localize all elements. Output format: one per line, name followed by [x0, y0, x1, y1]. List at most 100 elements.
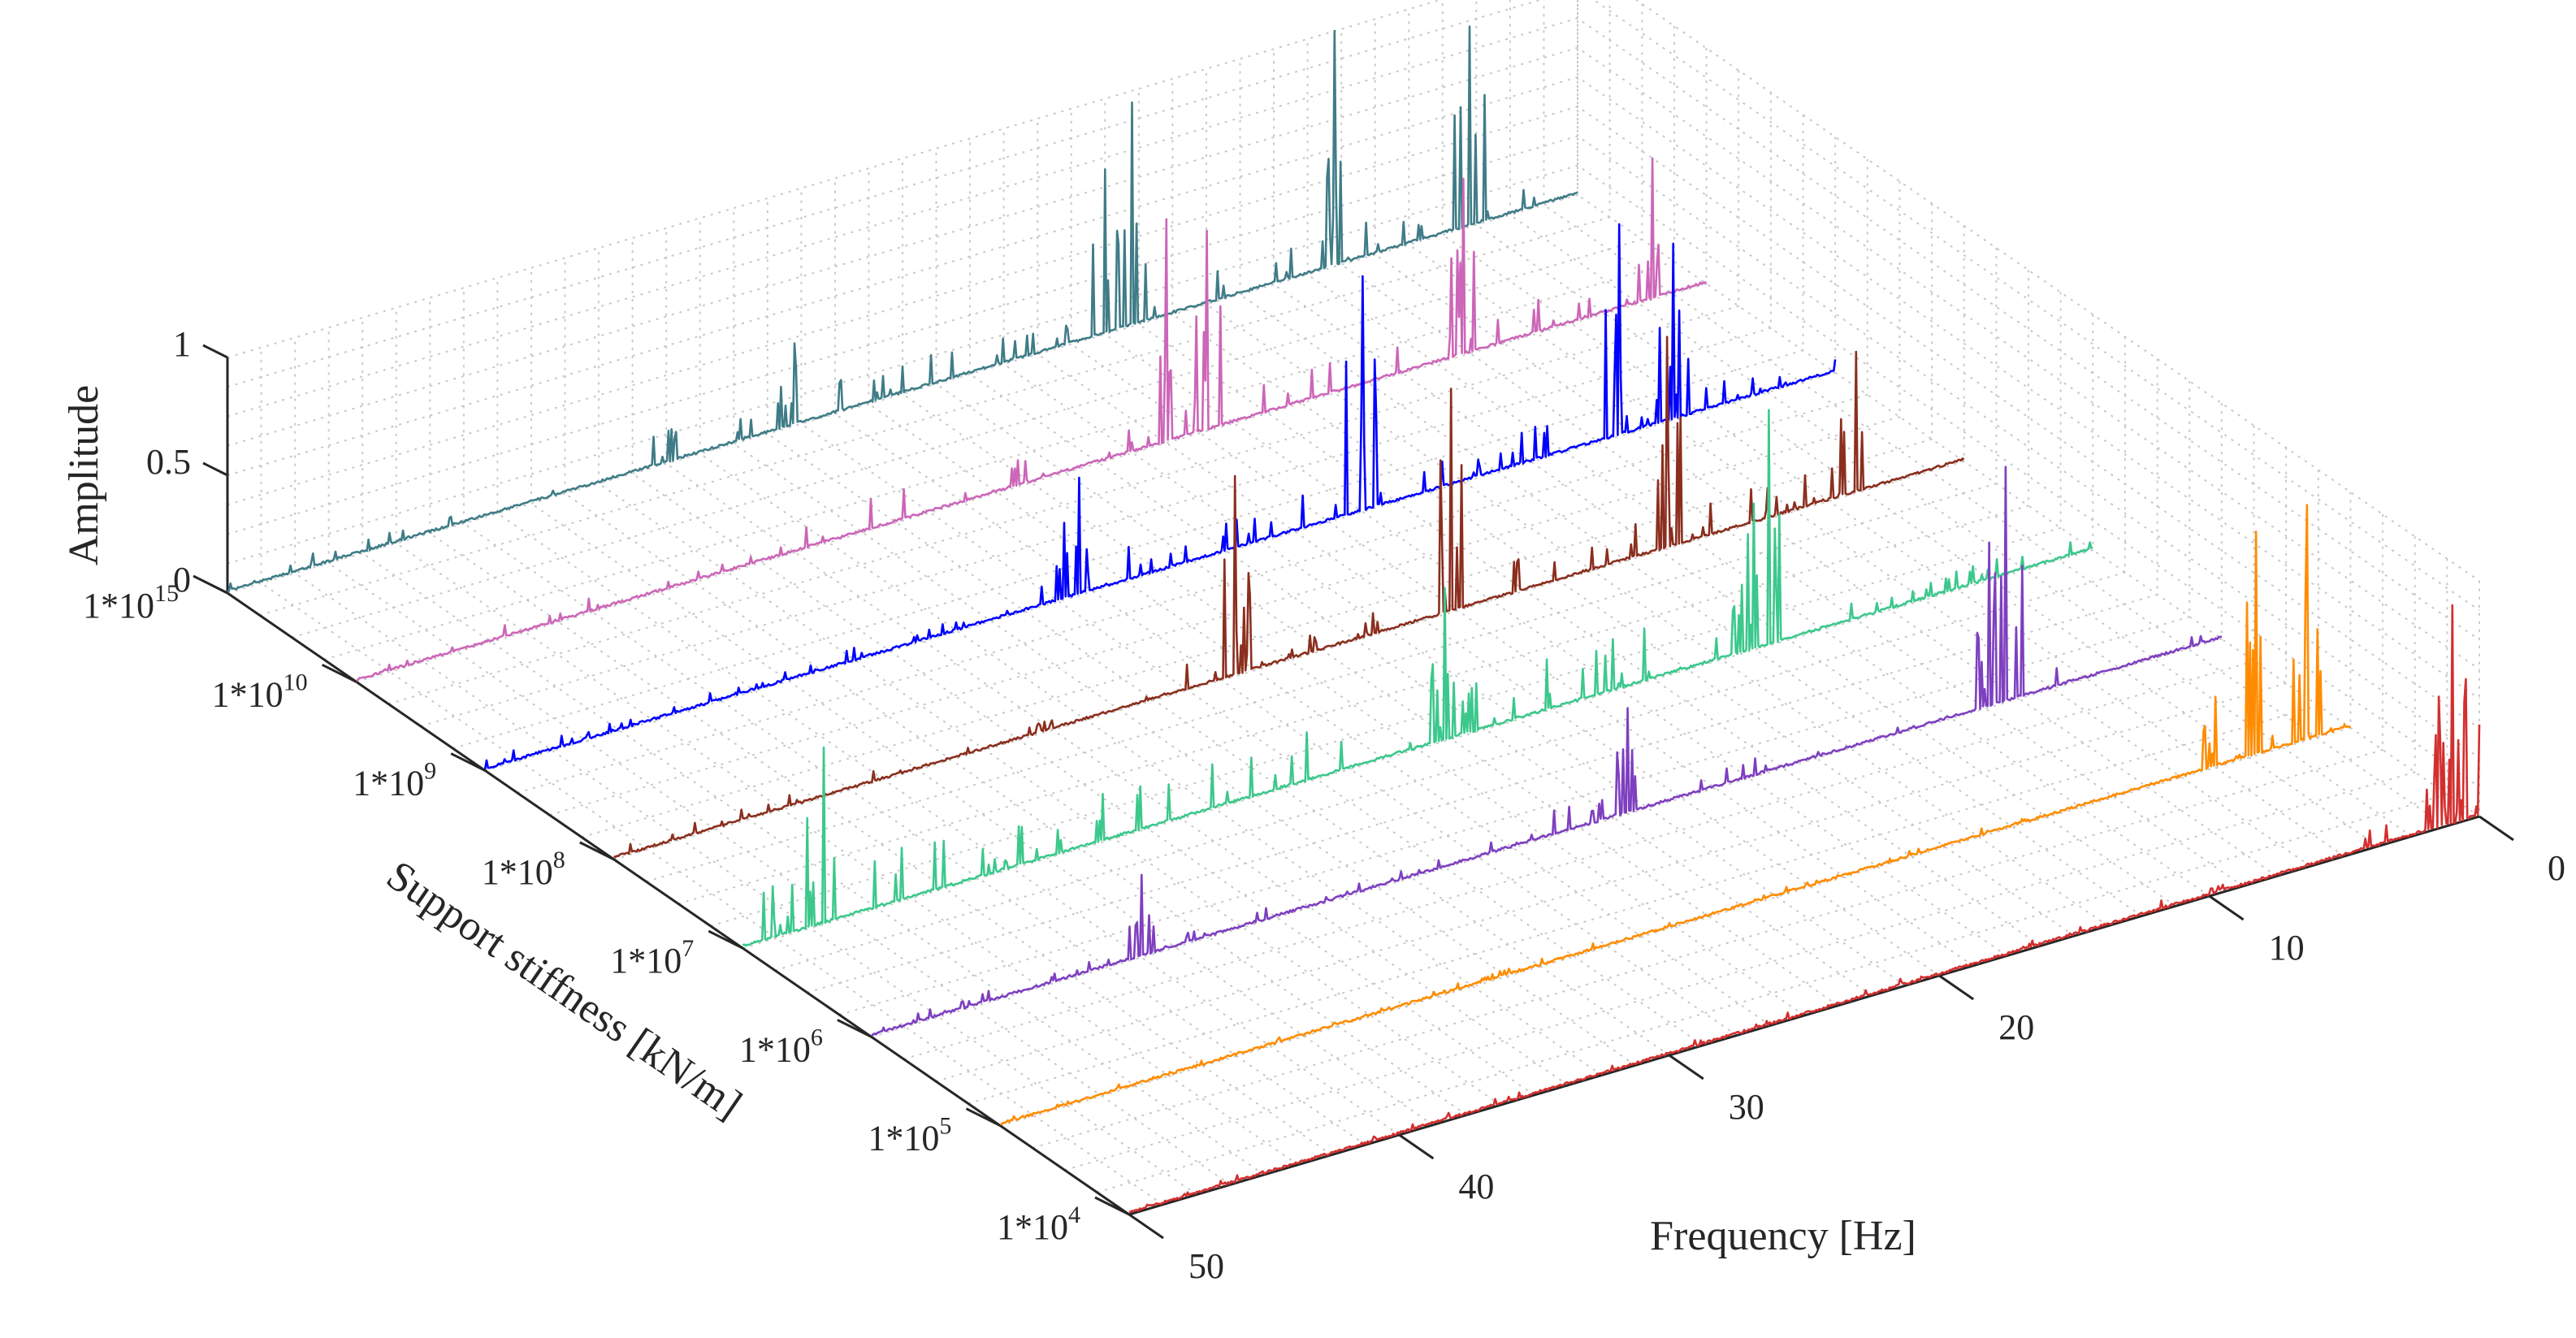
- grid-line-frequency: [665, 227, 1569, 1086]
- frequency-axis-label: Frequency [Hz]: [1650, 1213, 1916, 1259]
- grid-line-amplitude: [227, 164, 2480, 788]
- grid-line-stiffness: [613, 225, 1965, 860]
- grid-line-amplitude: [227, 17, 2480, 641]
- stiffness-tick-label: 1*106: [739, 1024, 823, 1069]
- grid-line-frequency: [1037, 119, 1940, 976]
- series-line-1-10-6: [871, 465, 2223, 1037]
- series-line-1-10-8: [613, 336, 1965, 859]
- frequency-tick-label: 30: [1729, 1087, 1764, 1127]
- stiffness-tick-mark: [965, 1107, 1002, 1128]
- stiffness-tick-label: 1*109: [353, 758, 436, 803]
- grid-line-stiffness: [1097, 558, 2448, 1193]
- stiffness-tick-mark: [1094, 1196, 1130, 1216]
- grid-line-frequency: [1239, 58, 2143, 917]
- stiffness-tick-mark: [321, 663, 357, 683]
- stiffness-tick-label: 1*108: [482, 847, 565, 892]
- grid-line-stiffness: [1032, 514, 2384, 1149]
- grid-line-stiffness: [968, 470, 2319, 1105]
- grid-line-frequency: [868, 168, 1772, 1027]
- grid-line-stiffness: [774, 336, 2126, 972]
- series-lines: [227, 25, 2481, 1214]
- axis-labels: Frequency [Hz] Support stiffness [kN/m] …: [61, 385, 1916, 1259]
- grid-line-amplitude: [227, 46, 2480, 670]
- grid-line-frequency: [1171, 79, 2075, 937]
- grid-line-frequency: [1475, 0, 2379, 847]
- stiffness-tick-mark: [450, 752, 486, 772]
- frequency-axis-line: [1128, 815, 2480, 1216]
- stiffness-tick-label: 1*1010: [212, 669, 308, 714]
- frequency-tick-mark: [2479, 815, 2514, 842]
- grid-line-amplitude: [227, 76, 2480, 699]
- grid-line-stiffness: [292, 3, 1643, 639]
- grid-line-frequency: [733, 208, 1636, 1067]
- grid-line-frequency: [260, 347, 1164, 1206]
- grid-line-frequency: [1306, 39, 2210, 897]
- grid-line-frequency: [1374, 19, 2278, 877]
- amplitude-tick-mark: [202, 579, 228, 595]
- grid-line-stiffness: [742, 314, 2094, 950]
- grid-line-frequency: [429, 297, 1332, 1156]
- grid-line-amplitude: [227, 0, 2480, 612]
- stiffness-tick-label: 1*1015: [83, 580, 179, 626]
- grid-line-stiffness: [1000, 491, 2352, 1127]
- stiffness-tick-mark: [708, 929, 743, 950]
- frequency-tick-label: 10: [2269, 928, 2305, 968]
- grid-line-frequency: [969, 138, 1872, 997]
- amplitude-tick-label: 1: [173, 324, 191, 364]
- grid-line-frequency: [1205, 68, 2109, 927]
- grid-line-stiffness: [871, 403, 2223, 1038]
- series-line-1-10-4: [1128, 604, 2481, 1214]
- grid-line-frequency: [631, 238, 1535, 1096]
- amplitude-tick-label: 0: [173, 560, 191, 600]
- grid-line-frequency: [699, 218, 1603, 1076]
- grid-line-stiffness: [387, 70, 1740, 705]
- grid-line-frequency: [1577, 0, 2480, 817]
- stiffness-axis-label: Support stiffness [kN/m]: [379, 852, 750, 1128]
- grid-line-stiffness: [935, 448, 2288, 1083]
- grid-line-stiffness: [646, 248, 1998, 883]
- frequency-tick-label: 0: [2548, 848, 2565, 888]
- frequency-tick-label: 50: [1188, 1246, 1224, 1286]
- grid-line-frequency: [294, 337, 1197, 1196]
- grid-line-frequency: [1340, 28, 2244, 887]
- grid-line-stiffness: [549, 181, 1901, 816]
- grid-line-frequency: [1509, 0, 2413, 838]
- frequency-tick-mark: [1668, 1054, 1704, 1080]
- grid-line-stiffness: [838, 381, 2191, 1016]
- grid-line-frequency: [462, 288, 1366, 1146]
- grid-line-frequency: [800, 188, 1704, 1046]
- stiffness-tick-label: 1*104: [997, 1202, 1080, 1247]
- grid-line-frequency: [1543, 0, 2447, 828]
- grid-line-stiffness: [452, 115, 1804, 750]
- frequency-tick-label: 20: [1998, 1007, 2034, 1047]
- grid-line-frequency: [530, 267, 1434, 1126]
- grid-line-amplitude: [227, 0, 2480, 582]
- grid-line-stiffness: [807, 358, 2158, 994]
- grid-line-frequency: [1070, 108, 1974, 967]
- frequency-tick-mark: [1128, 1213, 1164, 1240]
- grid: [227, 0, 2480, 1215]
- stiffness-tick-label: 1*105: [868, 1113, 951, 1158]
- series-line-1-10-15: [227, 25, 1578, 593]
- grid-line-stiffness: [420, 92, 1772, 727]
- grid-line-frequency: [564, 258, 1468, 1116]
- grid-line-frequency: [395, 307, 1299, 1166]
- grid-line-stiffness: [1128, 581, 2480, 1215]
- grid-line-frequency: [833, 178, 1738, 1037]
- grid-line-stiffness: [227, 0, 1578, 594]
- grid-line-frequency: [902, 158, 1805, 1016]
- stiffness-tick-label: 1*107: [610, 935, 694, 981]
- grid-line-frequency: [327, 327, 1232, 1186]
- grid-line-frequency: [1441, 0, 2345, 857]
- grid-line-stiffness: [356, 48, 1708, 683]
- grid-line-frequency: [1002, 128, 1907, 987]
- frequency-tick-label: 40: [1458, 1167, 1494, 1206]
- stiffness-tick-mark: [837, 1019, 872, 1038]
- grid-line-frequency: [598, 248, 1501, 1106]
- grid-line-frequency: [496, 278, 1400, 1136]
- grid-line-frequency: [362, 318, 1265, 1176]
- stiffness-axis-line: [227, 591, 1130, 1216]
- grid-line-frequency: [766, 198, 1670, 1056]
- frequency-tick-mark: [1398, 1133, 1435, 1160]
